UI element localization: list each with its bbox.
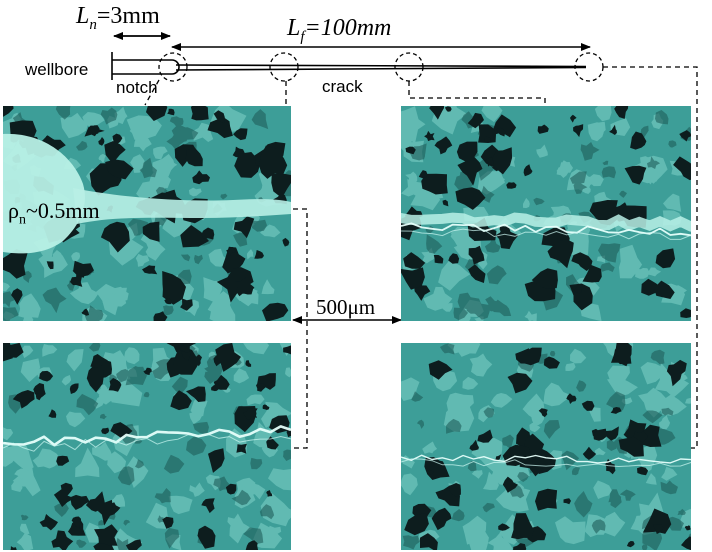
- specimen-outline: [111, 52, 587, 80]
- fracture-length-label: Lf=100mm: [287, 15, 392, 45]
- scale-bar-label: 500μm: [316, 295, 376, 319]
- micrograph-crack-tip: [401, 343, 691, 550]
- micrograph-crack-near: [3, 343, 291, 550]
- notch-radius-label: ρn~0.5mm: [8, 198, 100, 228]
- wellbore-label: wellbore: [25, 60, 89, 79]
- micrograph-notch-tip: [3, 106, 291, 321]
- notch-label: notch: [116, 78, 158, 97]
- micrograph-crack-mid: [401, 106, 691, 321]
- notch-length-label: Ln=3mm: [76, 3, 160, 33]
- crack-label: crack: [322, 77, 363, 96]
